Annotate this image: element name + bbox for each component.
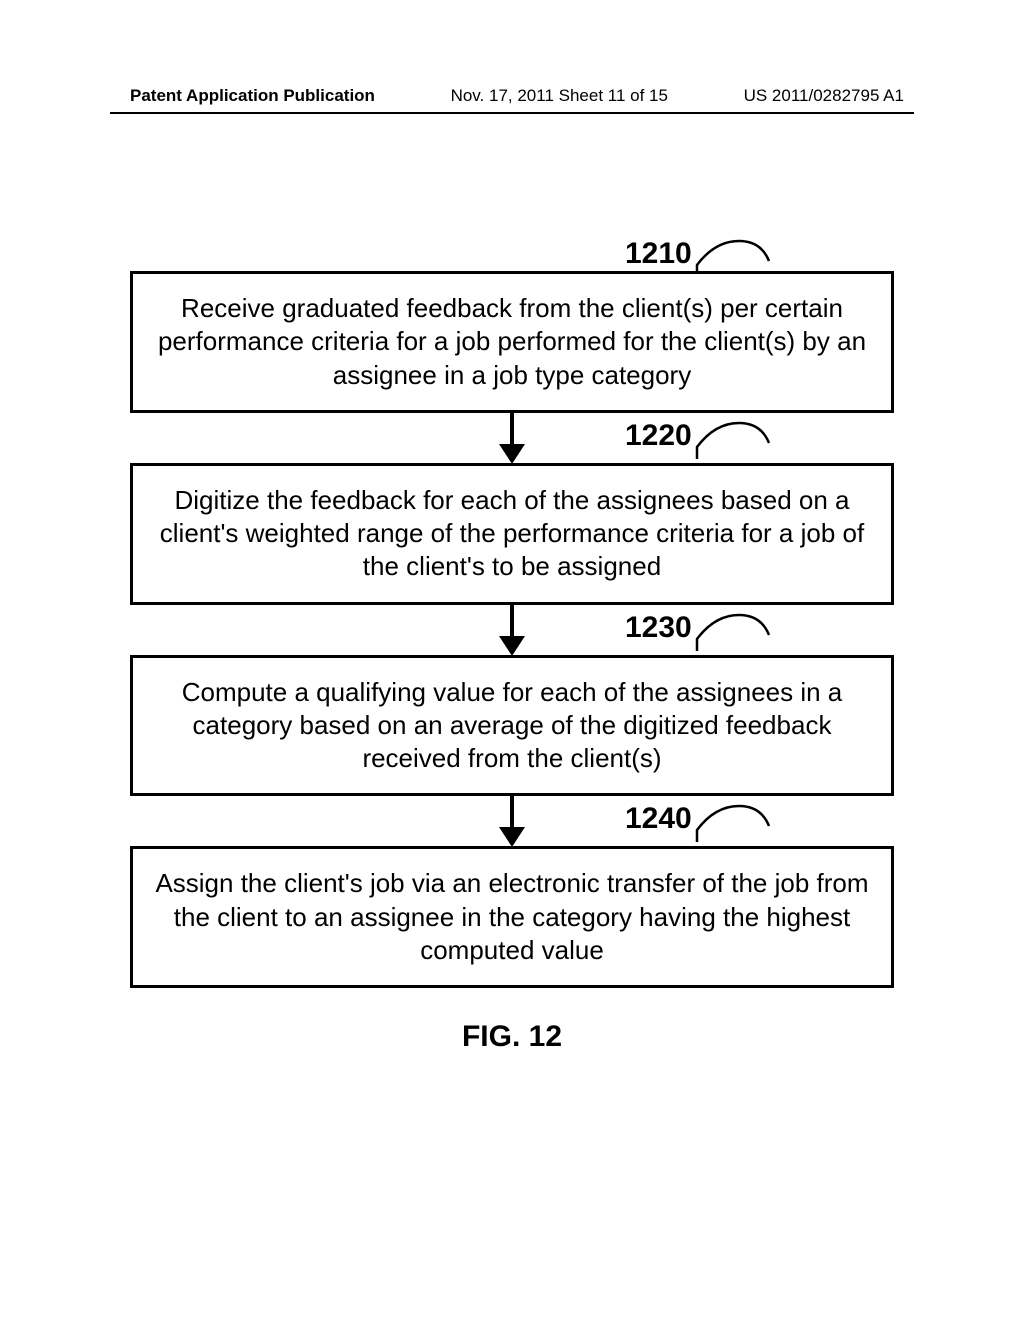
- figure-caption: FIG. 12: [0, 1020, 1024, 1054]
- flowchart: 1210 Receive graduated feedback from the…: [130, 235, 894, 988]
- flow-box-4: Assign the client's job via an electroni…: [130, 846, 894, 988]
- page-header: Patent Application Publication Nov. 17, …: [0, 86, 1024, 106]
- arrow-row-1: 1220: [130, 413, 894, 463]
- leader-line-3: [695, 609, 775, 653]
- label-row-1: 1210: [130, 235, 894, 271]
- flow-box-2-text: Digitize the feedback for each of the as…: [160, 485, 864, 582]
- flow-box-1: Receive graduated feedback from the clie…: [130, 271, 894, 413]
- step-label-1: 1210: [625, 237, 692, 271]
- leader-line-4: [695, 800, 775, 844]
- arrow-row-2: 1230: [130, 605, 894, 655]
- flow-box-3: Compute a qualifying value for each of t…: [130, 655, 894, 797]
- arrow-down-icon: [492, 602, 532, 658]
- header-mid: Nov. 17, 2011 Sheet 11 of 15: [451, 86, 668, 106]
- step-label-2: 1220: [625, 419, 692, 453]
- arrow-row-3: 1240: [130, 796, 894, 846]
- step-label-4: 1240: [625, 802, 692, 836]
- leader-line-2: [695, 417, 775, 461]
- header-rule: [110, 112, 914, 114]
- arrow-down-icon: [492, 410, 532, 466]
- step-label-3: 1230: [625, 611, 692, 645]
- flow-box-3-text: Compute a qualifying value for each of t…: [182, 677, 843, 774]
- flow-box-1-text: Receive graduated feedback from the clie…: [158, 293, 866, 390]
- header-right: US 2011/0282795 A1: [744, 86, 904, 106]
- arrow-down-icon: [492, 793, 532, 849]
- flow-box-4-text: Assign the client's job via an electroni…: [155, 868, 868, 965]
- header-left: Patent Application Publication: [130, 86, 375, 106]
- patent-page: Patent Application Publication Nov. 17, …: [0, 0, 1024, 1320]
- flow-box-2: Digitize the feedback for each of the as…: [130, 463, 894, 605]
